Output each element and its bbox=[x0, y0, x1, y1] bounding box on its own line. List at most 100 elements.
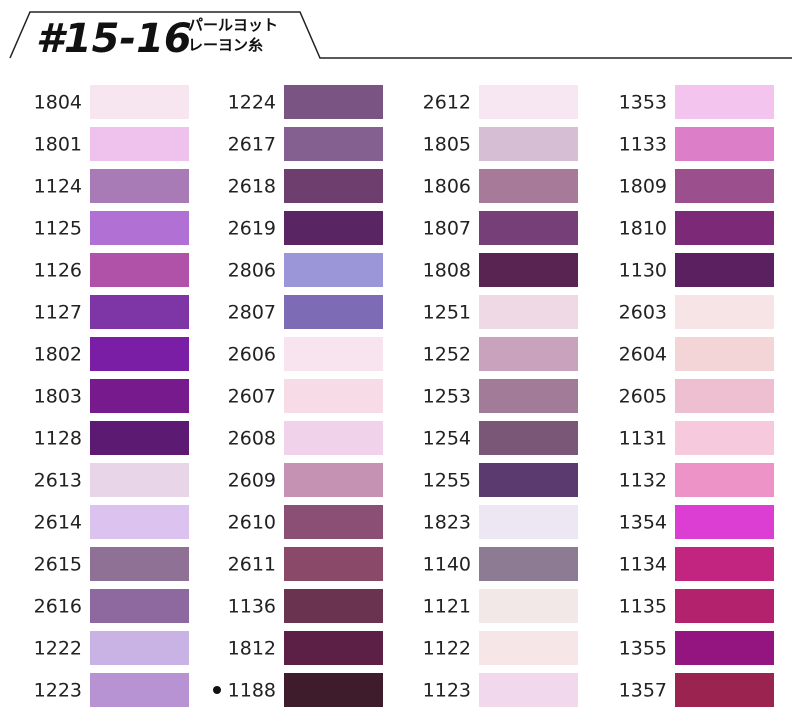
thread-code: 2611 bbox=[228, 554, 276, 576]
thread-code: 1353 bbox=[619, 92, 667, 114]
title: #15-16 bbox=[36, 16, 192, 62]
thread-code: 2617 bbox=[228, 134, 276, 156]
thread-code: 1222 bbox=[34, 638, 82, 660]
header-tab bbox=[9, 11, 792, 59]
swatch bbox=[675, 463, 774, 497]
swatch bbox=[90, 85, 189, 119]
thread-code: 1801 bbox=[34, 134, 82, 156]
thread-code: 2614 bbox=[34, 512, 82, 534]
swatch bbox=[675, 505, 774, 539]
swatch bbox=[479, 85, 578, 119]
swatch bbox=[284, 211, 383, 245]
thread-code: 2610 bbox=[228, 512, 276, 534]
swatch bbox=[479, 211, 578, 245]
thread-code: 1812 bbox=[228, 638, 276, 660]
swatch bbox=[284, 631, 383, 665]
swatch bbox=[479, 463, 578, 497]
thread-code: 2612 bbox=[423, 92, 471, 114]
thread-code: 1134 bbox=[619, 554, 667, 576]
swatch bbox=[284, 673, 383, 707]
thread-code: 1126 bbox=[34, 260, 82, 282]
swatch bbox=[284, 127, 383, 161]
swatch bbox=[284, 463, 383, 497]
thread-code: 2607 bbox=[228, 386, 276, 408]
swatch bbox=[284, 379, 383, 413]
thread-code: 1132 bbox=[619, 470, 667, 492]
thread-code: 2608 bbox=[228, 428, 276, 450]
thread-code: 1140 bbox=[423, 554, 471, 576]
swatch bbox=[90, 463, 189, 497]
swatch bbox=[675, 631, 774, 665]
swatch bbox=[675, 169, 774, 203]
swatch bbox=[479, 673, 578, 707]
thread-code: 1123 bbox=[423, 680, 471, 702]
thread-code: 1254 bbox=[423, 428, 471, 450]
swatch bbox=[675, 589, 774, 623]
swatch bbox=[675, 379, 774, 413]
thread-code: 1188 bbox=[228, 680, 276, 702]
swatch bbox=[479, 253, 578, 287]
swatch bbox=[479, 589, 578, 623]
marker-dot bbox=[213, 686, 221, 694]
thread-code: 1803 bbox=[34, 386, 82, 408]
swatch bbox=[90, 547, 189, 581]
thread-code: 2604 bbox=[619, 344, 667, 366]
thread-code: 1810 bbox=[619, 218, 667, 240]
swatch bbox=[479, 169, 578, 203]
thread-code: 1823 bbox=[423, 512, 471, 534]
swatch bbox=[675, 211, 774, 245]
thread-code: 1809 bbox=[619, 176, 667, 198]
thread-code: 1130 bbox=[619, 260, 667, 282]
thread-code: 2619 bbox=[228, 218, 276, 240]
thread-code: 1125 bbox=[34, 218, 82, 240]
swatch bbox=[675, 337, 774, 371]
thread-code: 1355 bbox=[619, 638, 667, 660]
swatch bbox=[479, 547, 578, 581]
swatch bbox=[675, 547, 774, 581]
swatch bbox=[90, 589, 189, 623]
thread-code: 2615 bbox=[34, 554, 82, 576]
swatch bbox=[90, 421, 189, 455]
thread-code: 2618 bbox=[228, 176, 276, 198]
thread-code: 1131 bbox=[619, 428, 667, 450]
swatch bbox=[479, 295, 578, 329]
thread-code: 1223 bbox=[34, 680, 82, 702]
swatch bbox=[479, 505, 578, 539]
swatch bbox=[284, 253, 383, 287]
thread-code: 1224 bbox=[228, 92, 276, 114]
thread-code: 1255 bbox=[423, 470, 471, 492]
swatch bbox=[90, 127, 189, 161]
swatch bbox=[90, 505, 189, 539]
thread-code: 1122 bbox=[423, 638, 471, 660]
swatch bbox=[479, 421, 578, 455]
thread-code: 2613 bbox=[34, 470, 82, 492]
thread-code: 1133 bbox=[619, 134, 667, 156]
thread-code: 1252 bbox=[423, 344, 471, 366]
subtitle-line: パールヨット bbox=[188, 16, 278, 34]
thread-code: 2616 bbox=[34, 596, 82, 618]
swatch bbox=[90, 631, 189, 665]
thread-code: 1807 bbox=[423, 218, 471, 240]
swatch bbox=[479, 127, 578, 161]
thread-code: 1804 bbox=[34, 92, 82, 114]
swatch bbox=[90, 253, 189, 287]
swatch bbox=[479, 379, 578, 413]
swatch bbox=[284, 169, 383, 203]
swatch bbox=[90, 169, 189, 203]
thread-code: 1354 bbox=[619, 512, 667, 534]
swatch bbox=[284, 547, 383, 581]
thread-code: 1128 bbox=[34, 428, 82, 450]
swatch bbox=[675, 295, 774, 329]
thread-code: 2807 bbox=[228, 302, 276, 324]
swatch bbox=[90, 211, 189, 245]
swatch bbox=[675, 673, 774, 707]
swatch bbox=[90, 379, 189, 413]
swatch bbox=[479, 631, 578, 665]
thread-code: 2609 bbox=[228, 470, 276, 492]
swatch bbox=[675, 253, 774, 287]
thread-code: 1805 bbox=[423, 134, 471, 156]
swatch bbox=[284, 295, 383, 329]
thread-code: 1136 bbox=[228, 596, 276, 618]
thread-code: 1121 bbox=[423, 596, 471, 618]
